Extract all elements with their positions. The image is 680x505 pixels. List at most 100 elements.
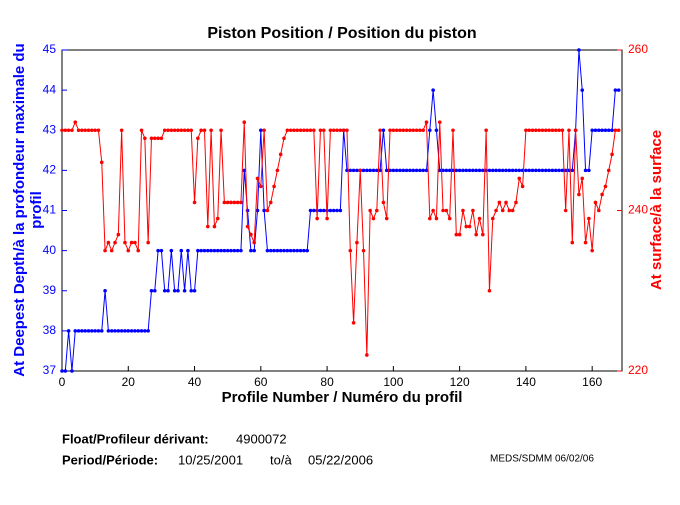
data-point: [268, 248, 273, 253]
data-point: [401, 168, 406, 173]
credit: MEDS/SDMM 06/02/06: [490, 454, 594, 465]
data-point: [212, 224, 217, 229]
data-point: [318, 208, 323, 213]
data-point: [358, 168, 363, 173]
data-point: [411, 128, 416, 133]
data-point: [500, 168, 505, 173]
data-point: [285, 128, 290, 133]
data-point: [133, 329, 137, 333]
data-point: [275, 168, 280, 173]
data-point: [136, 248, 141, 253]
data-point: [219, 128, 223, 133]
data-point: [268, 200, 273, 205]
data-point: [404, 168, 409, 173]
data-point: [606, 128, 611, 133]
data-point: [73, 120, 78, 125]
data-point: [457, 168, 462, 173]
data-point: [547, 168, 551, 173]
data-point: [99, 160, 104, 165]
data-point: [381, 200, 386, 205]
data-point: [461, 208, 465, 213]
data-point: [537, 128, 541, 133]
data-point: [527, 128, 532, 133]
data-point: [527, 168, 532, 173]
data-point: [338, 208, 343, 213]
data-point: [302, 128, 306, 133]
data-point: [278, 152, 283, 157]
x-tick-label: 140: [516, 375, 536, 389]
data-point: [580, 176, 585, 181]
data-point: [172, 288, 177, 293]
data-point: [298, 128, 303, 133]
data-point: [543, 128, 548, 133]
data-point: [394, 128, 399, 133]
y-tick-label: 38: [43, 323, 57, 337]
data-point: [394, 168, 399, 173]
data-point: [421, 168, 425, 173]
data-point: [162, 288, 167, 293]
data-point: [172, 128, 177, 133]
data-point: [610, 152, 614, 157]
data-point: [156, 136, 160, 141]
data-point: [149, 288, 154, 293]
data-point: [113, 329, 117, 333]
data-point: [275, 248, 280, 253]
data-point: [73, 329, 78, 333]
data-point: [517, 176, 522, 181]
data-point: [597, 208, 601, 213]
data-point: [272, 248, 276, 253]
data-point: [494, 208, 498, 213]
data-point: [325, 216, 329, 221]
data-point: [371, 216, 376, 221]
data-point: [262, 208, 266, 213]
data-point: [428, 216, 432, 221]
data-point: [348, 248, 353, 253]
data-point: [80, 329, 84, 333]
data-point: [136, 329, 141, 333]
data-point: [411, 168, 416, 173]
data-point: [464, 168, 469, 173]
data-point: [421, 128, 425, 133]
data-point: [262, 128, 266, 133]
data-point: [272, 184, 276, 189]
data-point: [70, 369, 74, 373]
data-point: [305, 248, 310, 253]
data-point: [305, 128, 310, 133]
data-point: [497, 200, 502, 205]
data-point: [83, 329, 87, 333]
data-point: [461, 168, 465, 173]
data-point: [129, 240, 134, 245]
data-point: [490, 216, 495, 221]
data-point: [524, 128, 528, 133]
data-point: [441, 208, 445, 213]
data-point: [129, 329, 134, 333]
data-point: [404, 128, 409, 133]
data-point: [597, 128, 601, 133]
data-point: [547, 128, 551, 133]
data-point: [507, 208, 512, 213]
y-axis-label: profil: [28, 191, 45, 229]
data-point: [500, 208, 505, 213]
data-point: [116, 232, 121, 237]
data-point: [557, 168, 561, 173]
x-tick-label: 120: [450, 375, 470, 389]
data-point: [229, 248, 233, 253]
data-point: [517, 168, 522, 173]
data-point: [186, 128, 190, 133]
data-point: [487, 288, 492, 293]
data-point: [524, 168, 528, 173]
data-point: [338, 128, 343, 133]
data-point: [507, 168, 512, 173]
data-point: [169, 128, 174, 133]
data-point: [437, 168, 442, 173]
data-point: [610, 128, 614, 133]
data-point: [447, 168, 452, 173]
data-point: [179, 128, 184, 133]
data-point: [90, 128, 94, 133]
data-point: [474, 232, 479, 237]
data-point: [550, 168, 555, 173]
data-point: [222, 200, 227, 205]
data-point: [259, 184, 263, 189]
data-point: [239, 248, 243, 253]
data-point: [351, 168, 356, 173]
